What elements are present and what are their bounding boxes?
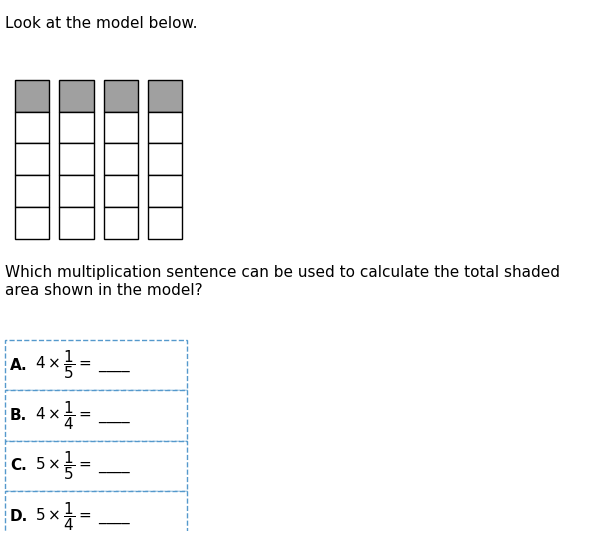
Text: $4 \times \dfrac{1}{5} =$ ____: $4 \times \dfrac{1}{5} =$ ____ — [34, 348, 130, 382]
Bar — [148, 80, 183, 111]
Bar — [59, 175, 94, 207]
Text: Look at the model below.: Look at the model below. — [5, 16, 197, 31]
FancyBboxPatch shape — [5, 340, 187, 390]
Text: $5 \times \dfrac{1}{4} =$ ____: $5 \times \dfrac{1}{4} =$ ____ — [34, 500, 130, 533]
Bar — [104, 207, 138, 239]
Bar — [15, 80, 49, 111]
Bar — [59, 80, 94, 111]
Bar — [59, 207, 94, 239]
Bar — [148, 111, 183, 143]
Text: Which multiplication sentence can be used to calculate the total shaded
area sho: Which multiplication sentence can be use… — [5, 265, 560, 298]
Bar — [148, 143, 183, 175]
Bar — [148, 207, 183, 239]
Bar — [104, 175, 138, 207]
Bar — [15, 207, 49, 239]
FancyBboxPatch shape — [5, 441, 187, 491]
Text: C.: C. — [10, 458, 27, 473]
FancyBboxPatch shape — [5, 491, 187, 536]
Text: D.: D. — [10, 509, 28, 524]
Text: B.: B. — [10, 408, 27, 423]
Text: A.: A. — [10, 358, 27, 373]
Bar — [15, 143, 49, 175]
Bar — [15, 111, 49, 143]
Bar — [148, 175, 183, 207]
Text: $5 \times \dfrac{1}{5} =$ ____: $5 \times \dfrac{1}{5} =$ ____ — [34, 450, 130, 482]
Bar — [59, 143, 94, 175]
Bar — [104, 111, 138, 143]
Bar — [104, 80, 138, 111]
Bar — [15, 175, 49, 207]
Bar — [59, 111, 94, 143]
Text: $4 \times \dfrac{1}{4} =$ ____: $4 \times \dfrac{1}{4} =$ ____ — [34, 399, 130, 432]
FancyBboxPatch shape — [5, 390, 187, 441]
Bar — [104, 143, 138, 175]
